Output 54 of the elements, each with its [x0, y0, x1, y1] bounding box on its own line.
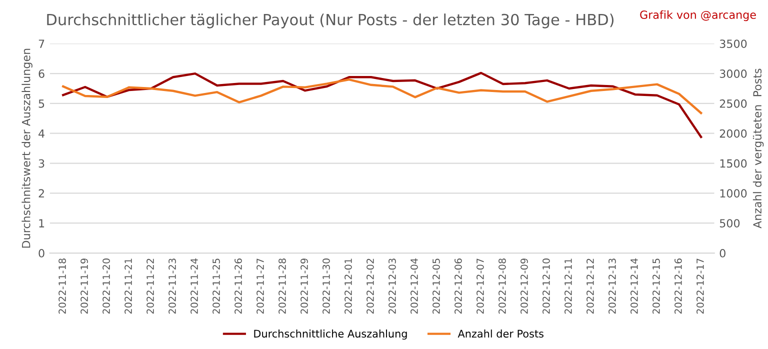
x-tick-label: 2022-11-28	[278, 258, 286, 314]
y2-tick-label: 0	[720, 249, 726, 258]
text: Grafik von @arcange	[640, 10, 756, 22]
x-tick-label: 2022-12-12	[586, 258, 594, 314]
x-tick-label: 2022-12-06	[454, 258, 462, 314]
x-tick-label: 2022-12-03	[388, 258, 396, 314]
x-tick-label: 2022-11-21	[124, 258, 132, 314]
x-tick-label: 2022-12-04	[410, 258, 418, 314]
y2-axis-title: Anzahl der vergüteten Posts	[752, 68, 764, 228]
x-tick-label: 2022-11-19	[80, 258, 88, 314]
y2-tick-label: 2000	[720, 129, 747, 138]
x-tick-label: 2022-12-11	[564, 258, 572, 314]
legend-label: Anzahl der Posts	[458, 330, 544, 338]
x-tick-label: 2022-12-16	[674, 258, 682, 314]
y-tick-label: 7	[38, 40, 44, 48]
x-tick-label: 2022-12-01	[344, 258, 352, 314]
y-tick-label: 0	[38, 249, 44, 258]
x-tick-label: 2022-11-20	[102, 258, 110, 314]
x-tick-label: 2022-12-07	[476, 258, 484, 314]
line-series	[62, 78, 702, 114]
x-tick-label: 2022-12-15	[652, 258, 660, 314]
y-tick-label: 3	[38, 159, 44, 168]
chart-title: Durchschnittlicher täglicher Payout (Nur Posts - der letzten 30 Tage - HBD)	[47, 14, 614, 28]
x-tick-label: 2022-11-22	[146, 258, 154, 314]
x-tick-label: 2022-11-24	[190, 258, 198, 314]
x-tick-label: 2022-11-23	[168, 258, 176, 314]
legend-label: Durchschnittliche Auszahlung	[254, 330, 407, 340]
y-tick-label: 6	[38, 70, 44, 78]
x-tick-label: 2022-11-25	[212, 258, 220, 314]
x-tick-label: 2022-12-02	[366, 258, 374, 314]
y-tick-label: 5	[38, 100, 44, 108]
x-tick-label: 2022-11-18	[58, 258, 66, 314]
x-tick-label: 2022-12-08	[498, 258, 506, 314]
y-axis-title: Durchschnitswert der Auszahlungen	[22, 48, 32, 248]
x-tick-label: 2022-12-13	[608, 258, 616, 314]
y2-tick-label: 1000	[720, 189, 747, 198]
y2-tick-label: 500	[720, 219, 740, 228]
x-tick-label: 2022-12-05	[432, 258, 440, 314]
y2-tick-label: 3000	[720, 70, 747, 78]
x-tick-label: 2022-12-14	[630, 258, 638, 314]
y-tick-label: 1	[39, 219, 44, 228]
y-tick-label: 4	[38, 129, 44, 138]
y2-tick-label: 2500	[720, 99, 747, 108]
line-series	[62, 72, 702, 138]
y2-tick-label: 3500	[720, 40, 747, 48]
x-tick-label: 2022-12-09	[520, 258, 528, 314]
x-tick-label: 2022-12-17	[696, 258, 704, 314]
x-tick-label: 2022-11-29	[300, 258, 308, 314]
y-tick-label: 2	[38, 189, 44, 198]
x-tick-label: 2022-11-27	[256, 258, 264, 314]
x-tick-label: 2022-11-30	[322, 258, 330, 314]
x-tick-label: 2022-11-26	[234, 258, 242, 314]
x-tick-label: 2022-12-10	[542, 258, 550, 314]
y2-tick-label: 1500	[720, 159, 747, 168]
